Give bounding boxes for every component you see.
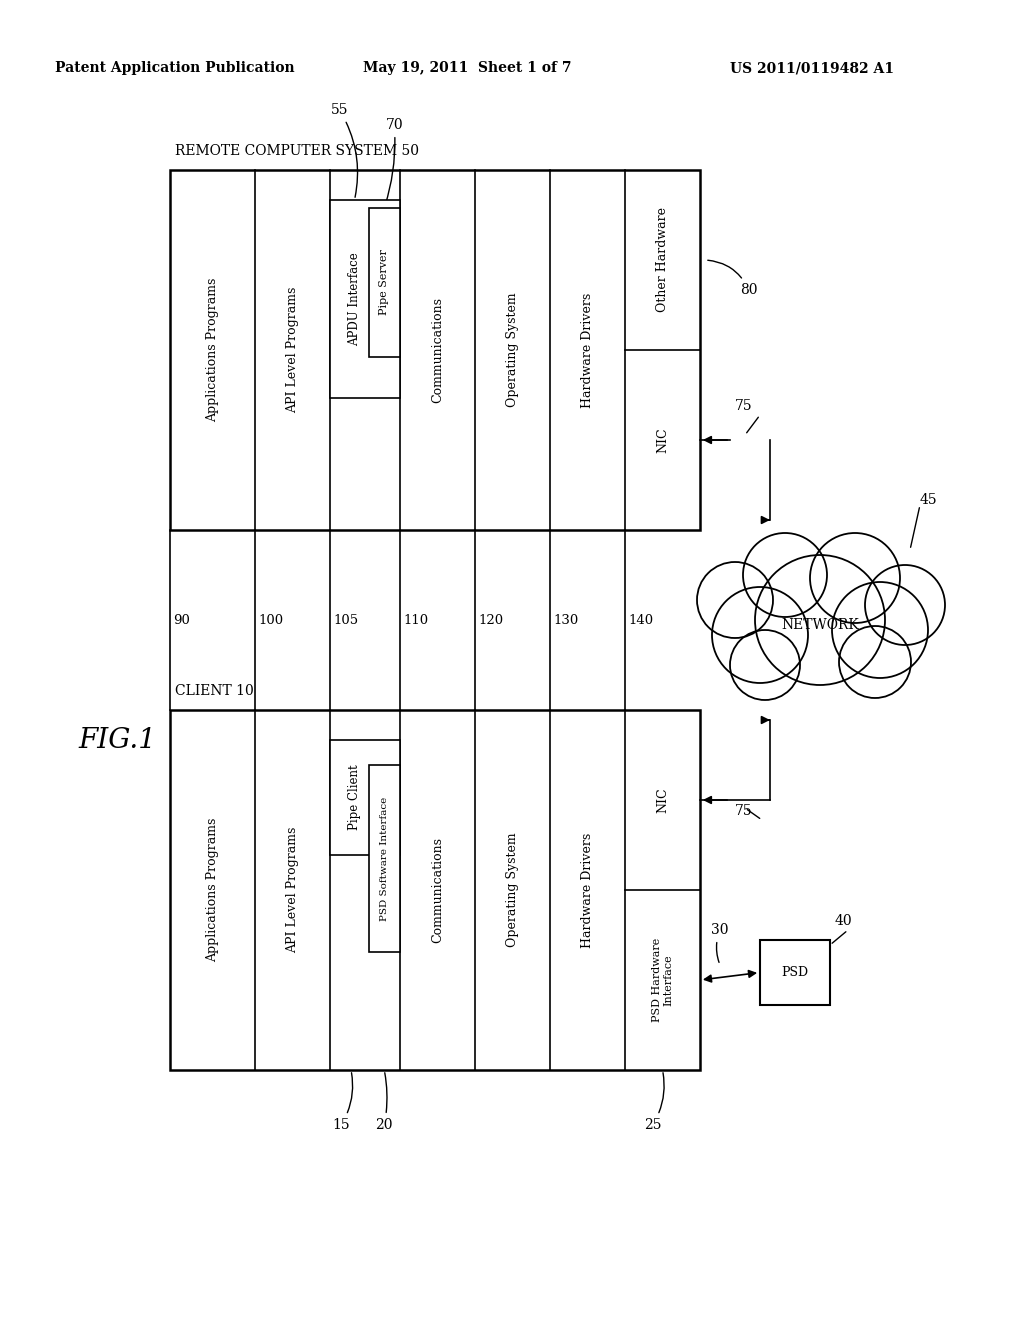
Text: APDU Interface: APDU Interface	[348, 252, 361, 346]
Text: REMOTE COMPUTER SYSTEM 50: REMOTE COMPUTER SYSTEM 50	[175, 144, 419, 158]
Text: Pipe Client: Pipe Client	[348, 764, 361, 830]
Text: 15: 15	[332, 1073, 352, 1133]
Circle shape	[810, 533, 900, 623]
Text: 80: 80	[708, 260, 758, 297]
Bar	[330, 201, 400, 399]
Text: 140: 140	[628, 614, 653, 627]
Text: 120: 120	[478, 614, 503, 627]
Text: API Level Programs: API Level Programs	[286, 826, 299, 953]
Text: US 2011/0119482 A1: US 2011/0119482 A1	[730, 61, 894, 75]
Text: 70: 70	[385, 117, 403, 206]
Text: NIC: NIC	[656, 787, 669, 813]
Text: 55: 55	[331, 103, 357, 197]
Circle shape	[839, 626, 911, 698]
Text: 45: 45	[920, 492, 938, 507]
Text: 105: 105	[333, 614, 358, 627]
Text: Hardware Drivers: Hardware Drivers	[581, 833, 594, 948]
Text: 110: 110	[403, 614, 428, 627]
Text: Communications: Communications	[431, 297, 444, 403]
Text: 75: 75	[735, 804, 753, 818]
Text: 100: 100	[258, 614, 283, 627]
Text: PSD: PSD	[781, 966, 809, 979]
Text: FIG.1: FIG.1	[78, 726, 156, 754]
Text: Operating System: Operating System	[506, 293, 519, 408]
Bar	[369, 766, 400, 952]
Circle shape	[755, 554, 885, 685]
Text: 130: 130	[553, 614, 579, 627]
Text: 25: 25	[644, 1073, 665, 1133]
Text: Other Hardware: Other Hardware	[656, 207, 669, 313]
Text: PSD Hardware
Interface: PSD Hardware Interface	[651, 939, 674, 1022]
Text: Communications: Communications	[431, 837, 444, 942]
Circle shape	[865, 565, 945, 645]
Text: 20: 20	[376, 1073, 393, 1133]
Text: Patent Application Publication: Patent Application Publication	[55, 61, 295, 75]
Text: 90: 90	[173, 614, 189, 627]
Text: CLIENT 10: CLIENT 10	[175, 684, 254, 698]
Text: NETWORK: NETWORK	[781, 618, 859, 632]
Text: May 19, 2011  Sheet 1 of 7: May 19, 2011 Sheet 1 of 7	[362, 61, 571, 75]
Bar	[170, 710, 700, 1071]
Bar	[170, 170, 700, 531]
Text: 30: 30	[712, 923, 729, 962]
Circle shape	[697, 562, 773, 638]
Text: API Level Programs: API Level Programs	[286, 286, 299, 413]
Text: 75: 75	[735, 399, 753, 413]
Text: Operating System: Operating System	[506, 833, 519, 948]
Text: Hardware Drivers: Hardware Drivers	[581, 292, 594, 408]
Text: NIC: NIC	[656, 428, 669, 453]
Circle shape	[712, 587, 808, 682]
Circle shape	[831, 582, 928, 678]
Bar	[330, 741, 400, 855]
Text: 40: 40	[835, 913, 853, 928]
Text: Pipe Server: Pipe Server	[379, 249, 389, 315]
Bar	[760, 940, 830, 1005]
Circle shape	[730, 630, 800, 700]
Text: PSD Software Interface: PSD Software Interface	[380, 796, 389, 921]
Text: Applications Programs: Applications Programs	[206, 277, 219, 422]
Circle shape	[743, 533, 827, 616]
Text: Applications Programs: Applications Programs	[206, 818, 219, 962]
Bar	[369, 209, 400, 356]
